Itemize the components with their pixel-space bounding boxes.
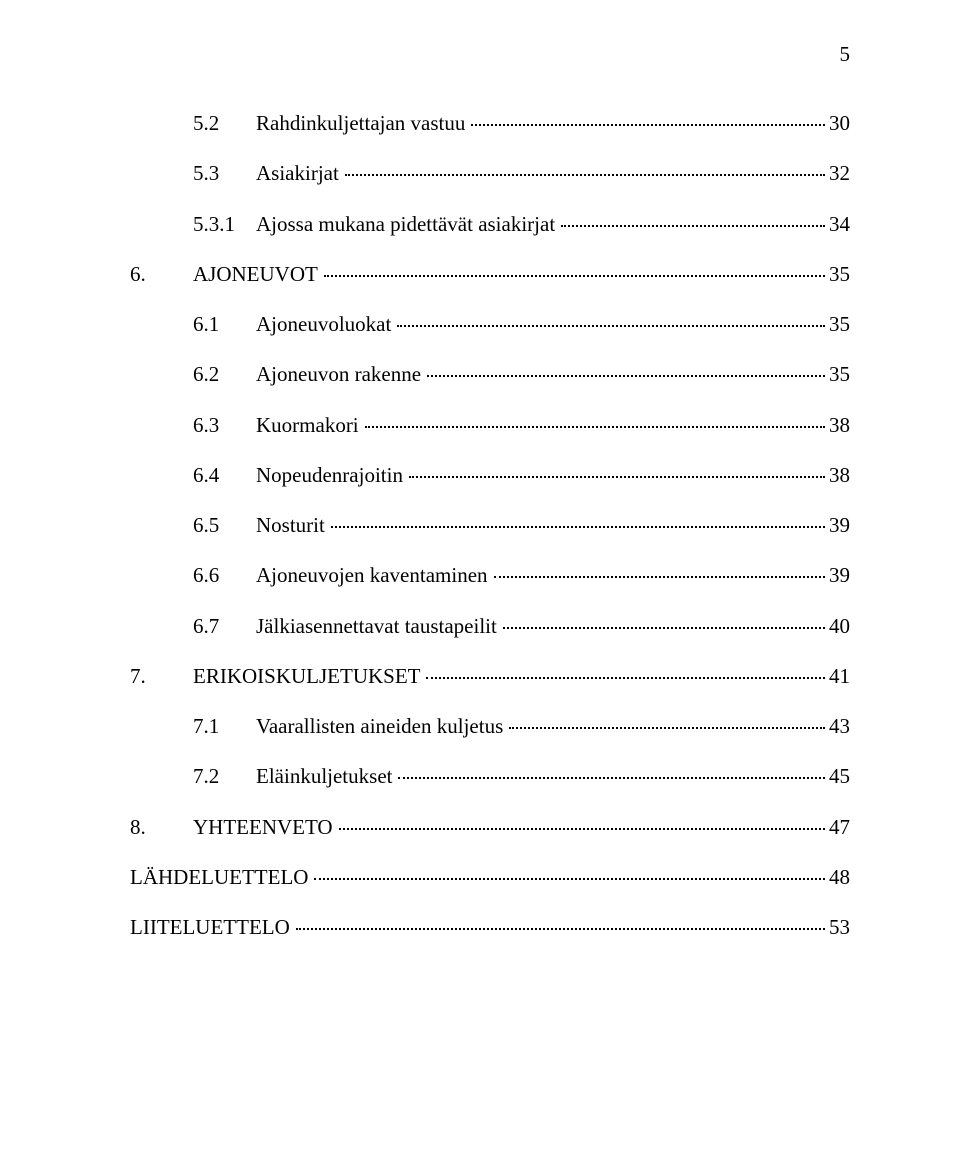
toc-entry-page: 43 [829,713,850,739]
toc-entry: 5.3.1Ajossa mukana pidettävät asiakirjat… [130,211,850,237]
toc-entry-page: 35 [829,261,850,287]
toc-entry-page: 38 [829,412,850,438]
toc-entry-number: 6.5 [193,512,256,538]
toc-entry: LÄHDELUETTELO 48 [130,864,850,890]
toc-entry: 6.3Kuormakori 38 [130,412,850,438]
toc-entry-title: Asiakirjat [256,160,339,186]
toc-entry-page: 53 [829,914,850,940]
toc-entry-number: 5.2 [193,110,256,136]
toc-entry-page: 34 [829,211,850,237]
toc-entry-page: 47 [829,814,850,840]
toc-entry-title: LIITELUETTELO [130,914,290,940]
toc-entry-page: 32 [829,160,850,186]
toc-entry-title: Ajoneuvojen kaventaminen [256,562,488,588]
toc-leader-dots [494,576,825,578]
toc-entry-page: 41 [829,663,850,689]
toc-entry-title: AJONEUVOT [193,261,318,287]
toc-leader-dots [339,828,825,830]
toc-entry-number: 6.6 [193,562,256,588]
toc-entry-page: 39 [829,562,850,588]
toc-entry-title: Eläinkuljetukset [256,763,392,789]
toc-leader-dots [561,225,825,227]
toc-entry-title: LÄHDELUETTELO [130,864,308,890]
toc-entry-page: 40 [829,613,850,639]
toc-entry-number: 8. [130,814,193,840]
toc-leader-dots [503,627,825,629]
toc-entry-number: 6.1 [193,311,256,337]
toc-entry-title: Kuormakori [256,412,359,438]
toc-leader-dots [397,325,825,327]
toc-entry: 7.2Eläinkuljetukset 45 [130,763,850,789]
toc-entry-number: 5.3 [193,160,256,186]
toc-leader-dots [296,928,825,930]
toc-entry-number: 6. [130,261,193,287]
toc-entry-title: Ajoneuvon rakenne [256,361,421,387]
toc-leader-dots [427,375,825,377]
toc-entry: 6.2Ajoneuvon rakenne 35 [130,361,850,387]
table-of-contents: 5.2Rahdinkuljettajan vastuu 30 5.3Asiakirj… [130,110,850,940]
toc-entry-number: 6.3 [193,412,256,438]
toc-leader-dots [324,275,825,277]
toc-entry: 6.5Nosturit 39 [130,512,850,538]
toc-leader-dots [365,426,825,428]
toc-entry-page: 39 [829,512,850,538]
toc-entry-page: 38 [829,462,850,488]
toc-entry: 8.YHTEENVETO 47 [130,814,850,840]
toc-entry-title: Vaarallisten aineiden kuljetus [256,713,503,739]
toc-leader-dots [471,124,825,126]
toc-entry-title: Ajoneuvoluokat [256,311,391,337]
toc-entry-page: 48 [829,864,850,890]
toc-entry: 7.1Vaarallisten aineiden kuljetus 43 [130,713,850,739]
toc-entry-number: 6.7 [193,613,256,639]
toc-entry-title: Ajossa mukana pidettävät asiakirjat [256,211,555,237]
toc-leader-dots [331,526,825,528]
toc-entry: 5.2Rahdinkuljettajan vastuu 30 [130,110,850,136]
toc-leader-dots [398,777,825,779]
toc-entry-number: 6.2 [193,361,256,387]
toc-entry: 7.ERIKOISKULJETUKSET 41 [130,663,850,689]
toc-entry-number: 5.3.1 [193,211,256,237]
toc-entry: 6.6Ajoneuvojen kaventaminen 39 [130,562,850,588]
toc-entry: 5.3Asiakirjat 32 [130,160,850,186]
toc-entry: LIITELUETTELO 53 [130,914,850,940]
toc-entry-page: 45 [829,763,850,789]
toc-entry-page: 35 [829,311,850,337]
toc-leader-dots [509,727,825,729]
toc-entry: 6.AJONEUVOT 35 [130,261,850,287]
toc-entry-title: Nopeudenrajoitin [256,462,403,488]
toc-entry-number: 6.4 [193,462,256,488]
toc-leader-dots [345,174,825,176]
toc-leader-dots [409,476,825,478]
toc-entry: 6.4Nopeudenrajoitin 38 [130,462,850,488]
toc-entry-title: Rahdinkuljettajan vastuu [256,110,465,136]
page-number: 5 [840,42,851,67]
toc-entry: 6.1Ajoneuvoluokat 35 [130,311,850,337]
toc-leader-dots [314,878,825,880]
toc-entry-title: Nosturit [256,512,325,538]
toc-entry-number: 7. [130,663,193,689]
toc-entry-title: YHTEENVETO [193,814,333,840]
toc-entry-title: Jälkiasennettavat taustapeilit [256,613,497,639]
toc-entry: 6.7Jälkiasennettavat taustapeilit 40 [130,613,850,639]
toc-entry-number: 7.2 [193,763,256,789]
toc-entry-number: 7.1 [193,713,256,739]
toc-entry-page: 35 [829,361,850,387]
toc-entry-title: ERIKOISKULJETUKSET [193,663,420,689]
toc-leader-dots [426,677,825,679]
toc-entry-page: 30 [829,110,850,136]
